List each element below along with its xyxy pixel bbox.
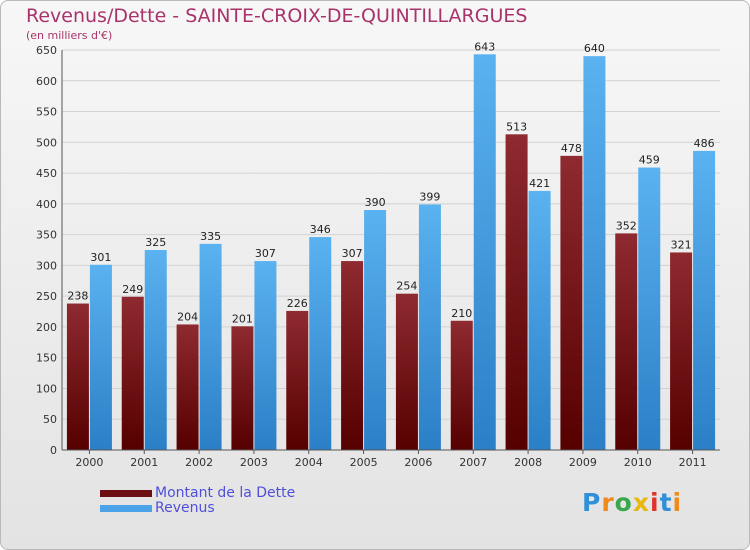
data-label: 321 (671, 238, 692, 251)
data-label: 513 (506, 120, 527, 133)
x-tick-label: 2003 (240, 456, 268, 469)
bar-dette (395, 293, 418, 450)
bar-revenus (309, 237, 332, 450)
y-tick-label: 50 (43, 413, 57, 426)
bar-revenus (583, 56, 606, 451)
data-label: 346 (310, 223, 331, 236)
y-tick-label: 100 (36, 382, 57, 395)
x-tick-label: 2011 (679, 456, 707, 469)
bar-revenus (418, 204, 441, 450)
data-label: 201 (232, 312, 253, 325)
bar-dette (450, 320, 473, 450)
data-label: 478 (561, 142, 582, 155)
logo-letter: i (672, 488, 683, 517)
y-tick-label: 200 (36, 321, 57, 334)
logo-letter: o (614, 488, 633, 517)
x-tick-label: 2004 (295, 456, 323, 469)
data-label: 335 (200, 230, 221, 243)
data-label: 643 (474, 40, 495, 53)
x-tick-label: 2010 (624, 456, 652, 469)
bar-dette (231, 326, 254, 450)
x-tick-label: 2008 (514, 456, 542, 469)
legend-swatch-dette (100, 490, 152, 497)
bar-dette (66, 303, 89, 450)
data-label: 640 (584, 42, 605, 55)
data-label: 301 (90, 251, 111, 264)
data-label: 249 (122, 283, 143, 296)
bar-dette (670, 252, 693, 450)
x-tick-label: 2006 (404, 456, 432, 469)
logo-letter: r (601, 488, 615, 517)
legend-label-dette: Montant de la Dette (155, 485, 296, 501)
data-label: 421 (529, 177, 550, 190)
y-tick-label: 450 (36, 167, 57, 180)
proxiti-logo: Proxiti (582, 488, 682, 517)
bar-revenus (693, 150, 716, 450)
x-tick-label: 2000 (75, 456, 103, 469)
logo-letter: x (632, 488, 650, 517)
y-tick-label: 500 (36, 136, 57, 149)
x-tick-label: 2007 (459, 456, 487, 469)
bar-revenus (89, 264, 112, 450)
y-tick-label: 400 (36, 198, 57, 211)
bar-revenus (199, 243, 222, 450)
bar-dette (286, 310, 309, 450)
y-tick-label: 550 (36, 106, 57, 119)
legend-swatch-revenus (100, 505, 152, 512)
x-tick-label: 2009 (569, 456, 597, 469)
data-label: 226 (287, 297, 308, 310)
logo-letter: P (582, 488, 602, 517)
bar-revenus (638, 167, 661, 451)
data-label: 325 (145, 236, 166, 249)
bar-revenus (364, 210, 387, 450)
data-label: 307 (255, 247, 276, 260)
y-tick-label: 0 (50, 444, 57, 457)
y-tick-label: 300 (36, 259, 57, 272)
data-label: 390 (365, 196, 386, 209)
logo-letter: t (659, 488, 673, 517)
x-tick-label: 2001 (130, 456, 158, 469)
data-label: 210 (451, 307, 472, 320)
data-label: 352 (616, 219, 637, 232)
chart-title: Revenus/Dette - SAINTE-CROIX-DE-QUINTILL… (26, 5, 528, 27)
bar-dette (560, 155, 583, 450)
y-tick-label: 600 (36, 75, 57, 88)
bar-dette (341, 261, 364, 450)
bar-revenus (254, 261, 277, 450)
data-label: 399 (419, 190, 440, 203)
bar-revenus (144, 250, 167, 450)
y-tick-label: 150 (36, 352, 57, 365)
y-tick-label: 650 (36, 44, 57, 57)
bar-dette (121, 296, 144, 450)
bar-dette (615, 233, 638, 450)
data-label: 254 (396, 280, 417, 293)
x-tick-label: 2005 (350, 456, 378, 469)
bar-revenus (473, 54, 496, 451)
data-label: 307 (342, 247, 363, 260)
y-tick-label: 250 (36, 290, 57, 303)
chart-subtitle: (en milliers d'€) (26, 29, 113, 42)
data-label: 459 (639, 154, 660, 167)
y-tick-label: 350 (36, 229, 57, 242)
data-label: 486 (694, 137, 715, 150)
bar-dette (505, 134, 528, 451)
bar-revenus (528, 190, 551, 450)
data-label: 204 (177, 310, 198, 323)
bar-dette (176, 324, 199, 450)
data-label: 238 (67, 290, 88, 303)
x-tick-label: 2002 (185, 456, 213, 469)
logo-letter: i (650, 488, 660, 517)
legend-label-revenus: Revenus (155, 500, 215, 516)
